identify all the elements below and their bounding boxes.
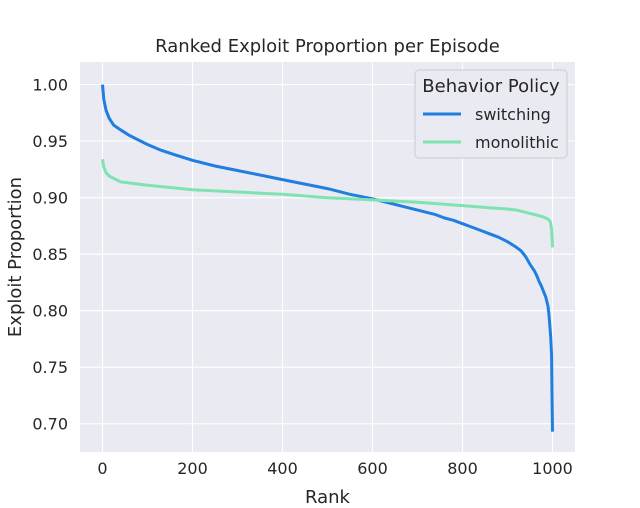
x-tick-label: 400	[267, 459, 298, 478]
x-tick-label: 600	[357, 459, 388, 478]
y-tick-label: 0.80	[32, 302, 68, 321]
x-tick-label: 200	[177, 459, 208, 478]
legend: Behavior Policy switching monolithic	[414, 69, 568, 159]
legend-box	[414, 69, 568, 159]
legend-label-monolithic: monolithic	[475, 133, 559, 152]
x-axis-label: Rank	[305, 487, 351, 508]
y-axis-label: Exploit Proportion	[5, 177, 26, 337]
x-tick-label: 1000	[532, 459, 573, 478]
tick-labels: 0 200 400 600 800 1000 0.70 0.75 0.80 0.85 0.90 0.9…	[32, 76, 572, 478]
chart-title: Ranked Exploit Proportion per Episode	[155, 36, 500, 57]
x-tick-label: 0	[97, 459, 107, 478]
series-line-switching	[101, 84, 554, 432]
legend-label-switching: switching	[475, 105, 551, 124]
x-tick-label: 800	[447, 459, 478, 478]
legend-title: Behavior Policy	[422, 76, 560, 97]
y-tick-label: 0.75	[32, 358, 68, 377]
series-layer	[101, 84, 554, 432]
y-tick-label: 0.95	[32, 132, 68, 151]
series-line-monolithic	[101, 158, 554, 248]
y-tick-label: 0.85	[32, 245, 68, 264]
y-tick-label: 1.00	[32, 76, 68, 95]
y-tick-label: 0.90	[32, 189, 68, 208]
y-tick-label: 0.70	[32, 415, 68, 434]
